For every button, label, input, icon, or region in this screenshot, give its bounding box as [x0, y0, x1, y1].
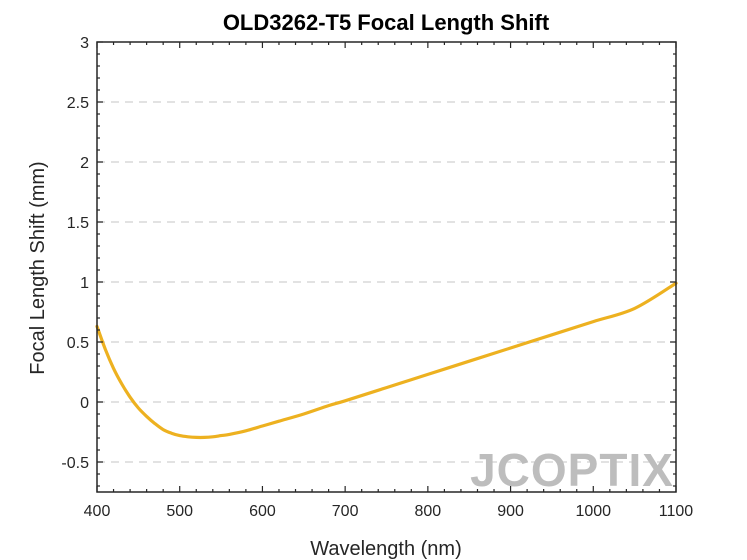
- x-tick-label-3: 700: [332, 503, 359, 520]
- y-axis-label: Focal Length Shift (mm): [27, 161, 49, 374]
- y-tick-label-7: 3: [80, 35, 89, 52]
- y-tick-label-2: 0.5: [67, 335, 89, 352]
- y-tick-label-0: -0.5: [61, 455, 89, 472]
- series-line-0: [95, 281, 678, 440]
- chart-title: OLD3262-T5 Focal Length Shift: [223, 10, 550, 35]
- x-tick-labels: 400 500 600 700 800 900 1000 1100: [84, 503, 694, 520]
- y-tick-labels: -0.5 0 0.5 1 1.5 2 2.5 3: [61, 35, 89, 472]
- x-tick-label-7: 1100: [659, 503, 694, 520]
- x-axis-label: Wavelength (nm): [310, 538, 462, 560]
- y-tick-label-3: 1: [80, 275, 89, 292]
- watermark-logo: JCOPTIX: [470, 444, 674, 496]
- x-tick-label-1: 500: [166, 503, 193, 520]
- y-tick-label-5: 2: [80, 155, 89, 172]
- x-tick-label-6: 1000: [575, 503, 611, 520]
- y-tick-label-1: 0: [80, 395, 89, 412]
- series-layer: [95, 281, 678, 440]
- grid-lines: [97, 101, 676, 463]
- plot-frame: [96, 41, 677, 493]
- x-tick-label-2: 600: [249, 503, 276, 520]
- y-tick-label-6: 2.5: [67, 95, 89, 112]
- x-tick-label-5: 900: [497, 503, 524, 520]
- x-tick-label-4: 800: [415, 503, 442, 520]
- axis-ticks: [96, 41, 677, 492]
- x-tick-label-0: 400: [84, 503, 111, 520]
- y-tick-label-4: 1.5: [67, 215, 89, 232]
